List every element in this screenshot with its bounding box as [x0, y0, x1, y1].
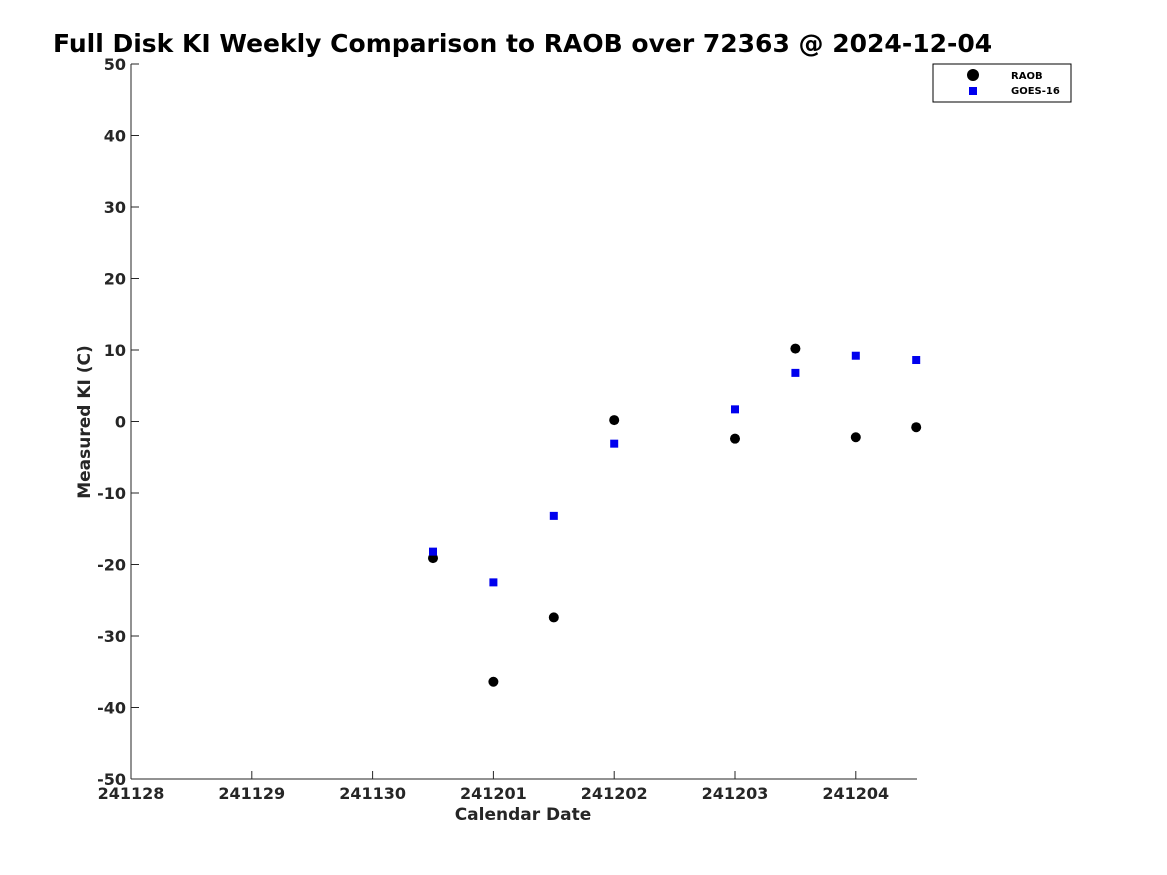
y-tick-label: 50 — [104, 55, 126, 74]
y-tick-label: 20 — [104, 270, 126, 289]
chart-title: Full Disk KI Weekly Comparison to RAOB o… — [53, 29, 992, 58]
legend-marker-raob — [967, 69, 979, 81]
y-tick-label: 0 — [115, 413, 126, 432]
legend: RAOB GOES-16 — [932, 63, 1072, 103]
point-goes-16 — [912, 356, 921, 365]
legend-marker-goes — [969, 87, 977, 95]
y-tick-label: -20 — [97, 556, 126, 575]
point-goes-16 — [791, 368, 800, 377]
y-ticks: 50 40 30 20 10 0 -10 -20 -30 -40 -50 — [97, 55, 139, 789]
y-tick-label: 10 — [104, 341, 126, 360]
y-tick-label: -10 — [97, 484, 126, 503]
y-tick-label: -40 — [97, 699, 126, 718]
y-axis-label: Measured KI (C) — [75, 345, 95, 499]
x-tick-label: 241128 — [98, 784, 165, 803]
y-tick-label: -50 — [97, 770, 126, 789]
point-raob — [911, 422, 922, 433]
x-tick-label: 241203 — [702, 784, 769, 803]
point-goes-16 — [851, 351, 860, 360]
data-points — [428, 343, 922, 687]
point-goes-16 — [731, 405, 739, 414]
x-tick-label: 241204 — [822, 784, 889, 803]
x-tick-label: 241130 — [339, 784, 406, 803]
y-tick-label: -30 — [97, 627, 126, 646]
x-tick-label: 241129 — [218, 784, 285, 803]
point-raob — [488, 676, 499, 687]
legend-label-raob: RAOB — [1011, 71, 1043, 82]
axes — [130, 64, 917, 780]
point-raob — [790, 343, 801, 354]
legend-box — [932, 63, 1072, 103]
x-tick-label: 241202 — [581, 784, 648, 803]
x-tick-label: 241201 — [460, 784, 527, 803]
point-goes-16 — [429, 547, 437, 556]
point-raob — [548, 612, 559, 623]
point-raob — [609, 415, 620, 426]
point-goes-16 — [549, 511, 558, 520]
x-axis-label: Calendar Date — [455, 805, 592, 825]
point-raob — [730, 433, 740, 444]
point-goes-16 — [610, 439, 619, 448]
y-tick-label: 30 — [104, 198, 126, 217]
x-ticks: 241128 241129 241130 241201 241202 241203 2412… — [98, 771, 889, 803]
y-tick-label: 40 — [104, 127, 126, 146]
point-raob — [850, 432, 861, 443]
legend-label-goes: GOES-16 — [1011, 86, 1060, 97]
point-goes-16 — [489, 578, 498, 587]
